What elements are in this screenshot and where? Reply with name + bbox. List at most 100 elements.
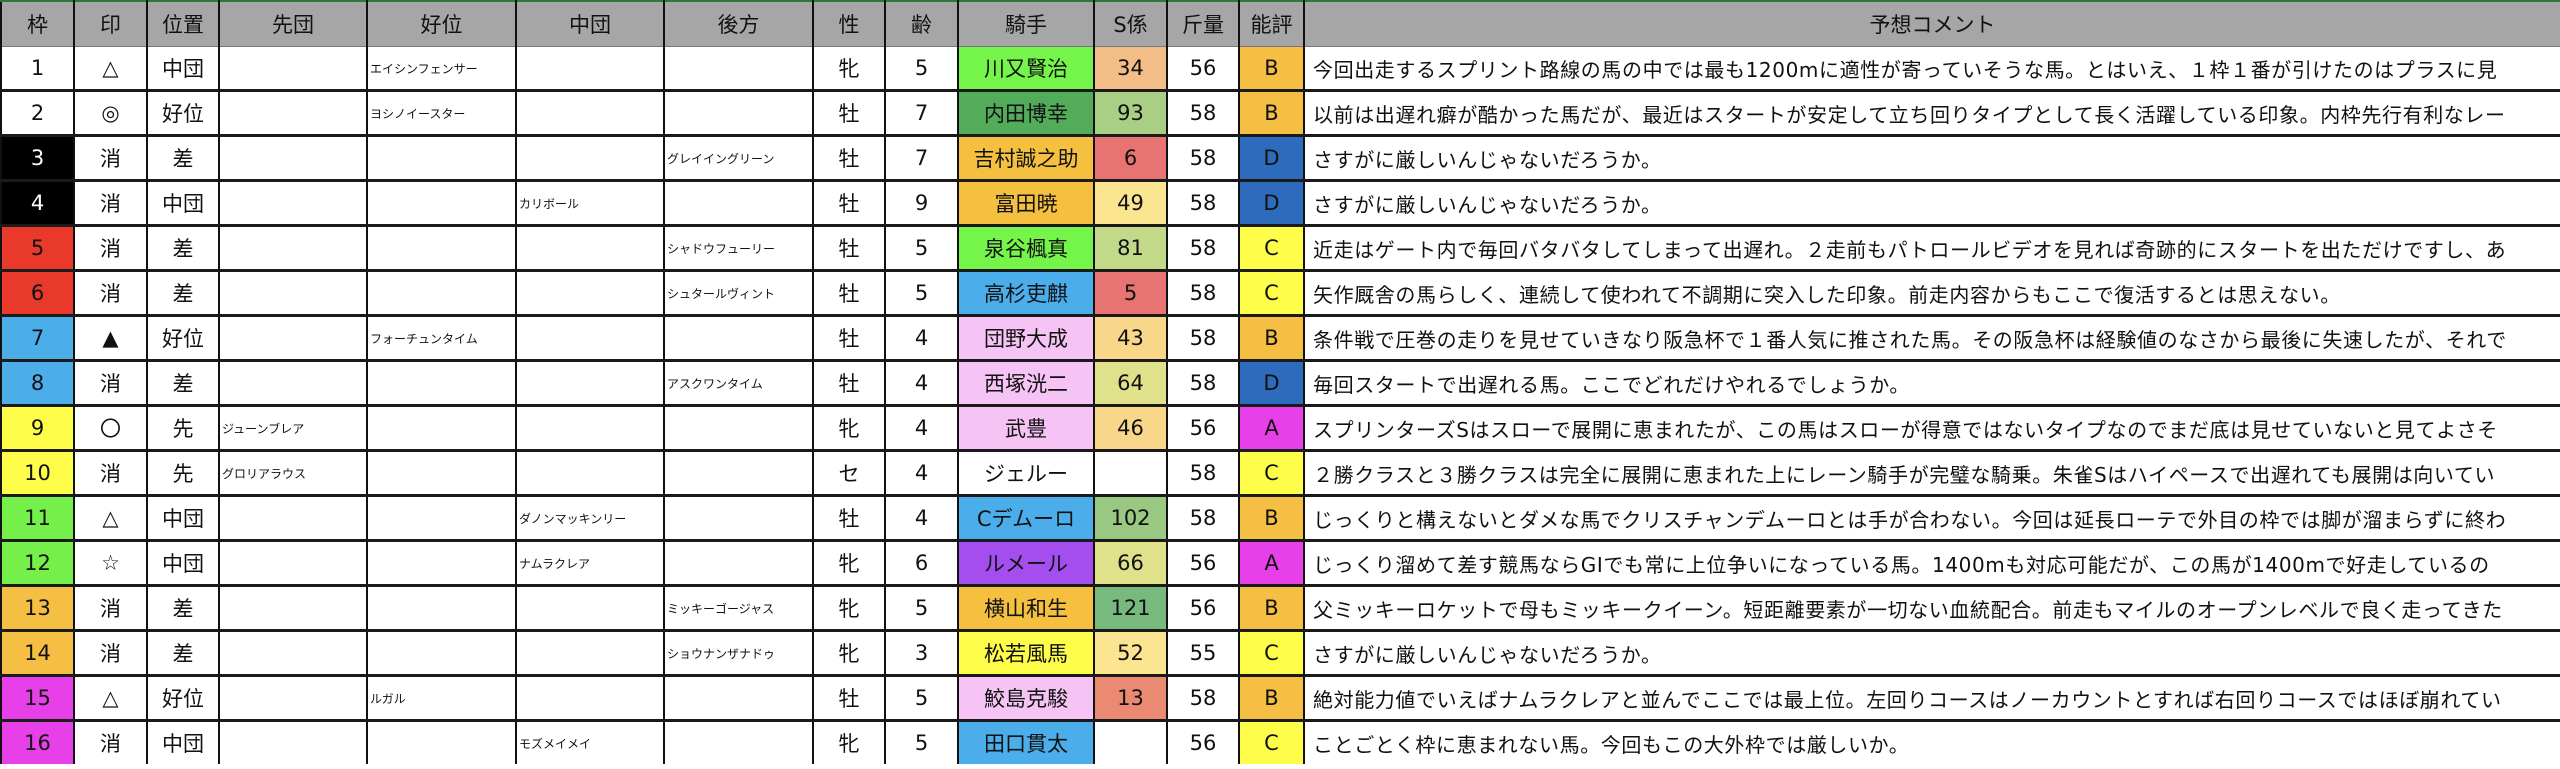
cell-kohou[interactable]: ショウナンザナドゥ: [663, 629, 814, 676]
cell-weight[interactable]: 58: [1166, 314, 1240, 361]
cell-chudan[interactable]: ダノンマッキンリー: [515, 494, 665, 541]
cell-position[interactable]: 好位: [146, 314, 220, 361]
cell-mark[interactable]: 消: [73, 359, 148, 406]
cell-rating[interactable]: A: [1238, 404, 1305, 451]
cell-comment[interactable]: じっくりと構えないとダメな馬でクリスチャンデムーロとは手が合わない。今回は延長ロ…: [1303, 494, 2560, 541]
cell-jockey[interactable]: 内田博幸: [957, 89, 1095, 136]
cell-koui[interactable]: [366, 584, 517, 631]
header-s-coef[interactable]: S係: [1093, 0, 1168, 47]
cell-age[interactable]: 5: [884, 674, 959, 721]
cell-koui[interactable]: エイシンフェンサー: [366, 46, 517, 91]
cell-weight[interactable]: 58: [1166, 449, 1240, 496]
cell-chudan[interactable]: モズメイメイ: [515, 719, 665, 764]
cell-mark[interactable]: ▲: [73, 314, 148, 361]
cell-weight[interactable]: 58: [1166, 269, 1240, 316]
cell-age[interactable]: 5: [884, 269, 959, 316]
cell-waku[interactable]: 16: [0, 719, 75, 764]
cell-koui[interactable]: ルガル: [366, 674, 517, 721]
cell-chudan[interactable]: [515, 224, 665, 271]
cell-comment[interactable]: 近走はゲート内で毎回バタバタしてしまって出遅れ。２走前もパトロールビデオを見れば…: [1303, 224, 2560, 271]
cell-koui[interactable]: フォーチュンタイム: [366, 314, 517, 361]
cell-kohou[interactable]: [663, 314, 814, 361]
cell-rating[interactable]: D: [1238, 179, 1305, 226]
cell-sendan[interactable]: [218, 46, 368, 91]
cell-kohou[interactable]: ミッキーゴージャス: [663, 584, 814, 631]
cell-chudan[interactable]: [515, 674, 665, 721]
cell-chudan[interactable]: [515, 584, 665, 631]
cell-sex[interactable]: 牝: [812, 584, 886, 631]
cell-sex[interactable]: 牝: [812, 719, 886, 764]
cell-s-coef[interactable]: 52: [1093, 629, 1168, 676]
cell-sendan[interactable]: [218, 134, 368, 181]
cell-koui[interactable]: ヨシノイースター: [366, 89, 517, 136]
header-rating[interactable]: 能評: [1238, 0, 1305, 47]
cell-rating[interactable]: C: [1238, 719, 1305, 764]
cell-mark[interactable]: 消: [73, 719, 148, 764]
cell-s-coef[interactable]: 66: [1093, 539, 1168, 586]
cell-s-coef[interactable]: 64: [1093, 359, 1168, 406]
cell-comment[interactable]: さすがに厳しいんじゃないだろうか。: [1303, 179, 2560, 226]
cell-waku[interactable]: 11: [0, 494, 75, 541]
cell-koui[interactable]: [366, 539, 517, 586]
cell-comment[interactable]: スプリンターズSはスローで展開に恵まれたが、この馬はスローが得意ではないタイプな…: [1303, 404, 2560, 451]
cell-koui[interactable]: [366, 494, 517, 541]
cell-rating[interactable]: D: [1238, 359, 1305, 406]
cell-chudan[interactable]: [515, 46, 665, 91]
cell-position[interactable]: 差: [146, 629, 220, 676]
cell-koui[interactable]: [366, 179, 517, 226]
cell-s-coef[interactable]: 102: [1093, 494, 1168, 541]
cell-weight[interactable]: 56: [1166, 584, 1240, 631]
cell-age[interactable]: 9: [884, 179, 959, 226]
cell-waku[interactable]: 6: [0, 269, 75, 316]
cell-weight[interactable]: 58: [1166, 179, 1240, 226]
cell-age[interactable]: 3: [884, 629, 959, 676]
cell-s-coef[interactable]: [1093, 449, 1168, 496]
cell-weight[interactable]: 58: [1166, 224, 1240, 271]
cell-mark[interactable]: 消: [73, 449, 148, 496]
cell-age[interactable]: 6: [884, 539, 959, 586]
cell-chudan[interactable]: [515, 449, 665, 496]
cell-mark[interactable]: △: [73, 674, 148, 721]
cell-waku[interactable]: 10: [0, 449, 75, 496]
cell-waku[interactable]: 13: [0, 584, 75, 631]
cell-koui[interactable]: [366, 224, 517, 271]
cell-position[interactable]: 中団: [146, 719, 220, 764]
cell-s-coef[interactable]: 6: [1093, 134, 1168, 181]
cell-rating[interactable]: C: [1238, 224, 1305, 271]
cell-sex[interactable]: 牝: [812, 404, 886, 451]
cell-weight[interactable]: 55: [1166, 629, 1240, 676]
cell-mark[interactable]: 〇: [73, 404, 148, 451]
cell-sendan[interactable]: [218, 179, 368, 226]
cell-rating[interactable]: B: [1238, 46, 1305, 91]
cell-comment[interactable]: 父ミッキーロケットで母もミッキークイーン。短距離要素が一切ない血統配合。前走もマ…: [1303, 584, 2560, 631]
cell-rating[interactable]: C: [1238, 449, 1305, 496]
cell-chudan[interactable]: [515, 314, 665, 361]
cell-s-coef[interactable]: 13: [1093, 674, 1168, 721]
cell-age[interactable]: 4: [884, 404, 959, 451]
cell-jockey[interactable]: Cデムーロ: [957, 494, 1095, 541]
cell-sendan[interactable]: [218, 719, 368, 764]
cell-chudan[interactable]: [515, 89, 665, 136]
cell-mark[interactable]: △: [73, 46, 148, 91]
cell-comment[interactable]: さすがに厳しいんじゃないだろうか。: [1303, 629, 2560, 676]
cell-kohou[interactable]: [663, 449, 814, 496]
cell-weight[interactable]: 58: [1166, 89, 1240, 136]
cell-sex[interactable]: 牡: [812, 674, 886, 721]
cell-comment[interactable]: 今回出走するスプリント路線の馬の中では最も1200mに適性が寄っていそうな馬。と…: [1303, 46, 2560, 91]
header-sendan[interactable]: 先団: [218, 0, 368, 47]
cell-sendan[interactable]: [218, 674, 368, 721]
cell-waku[interactable]: 12: [0, 539, 75, 586]
cell-waku[interactable]: 2: [0, 89, 75, 136]
cell-weight[interactable]: 56: [1166, 46, 1240, 91]
cell-sendan[interactable]: [218, 584, 368, 631]
cell-chudan[interactable]: カリボール: [515, 179, 665, 226]
cell-jockey[interactable]: 高杉吏麒: [957, 269, 1095, 316]
cell-sendan[interactable]: ジューンブレア: [218, 404, 368, 451]
cell-waku[interactable]: 8: [0, 359, 75, 406]
cell-kohou[interactable]: [663, 89, 814, 136]
cell-mark[interactable]: 消: [73, 134, 148, 181]
cell-jockey[interactable]: 西塚洸二: [957, 359, 1095, 406]
cell-age[interactable]: 5: [884, 719, 959, 764]
cell-position[interactable]: 中団: [146, 179, 220, 226]
cell-mark[interactable]: ☆: [73, 539, 148, 586]
